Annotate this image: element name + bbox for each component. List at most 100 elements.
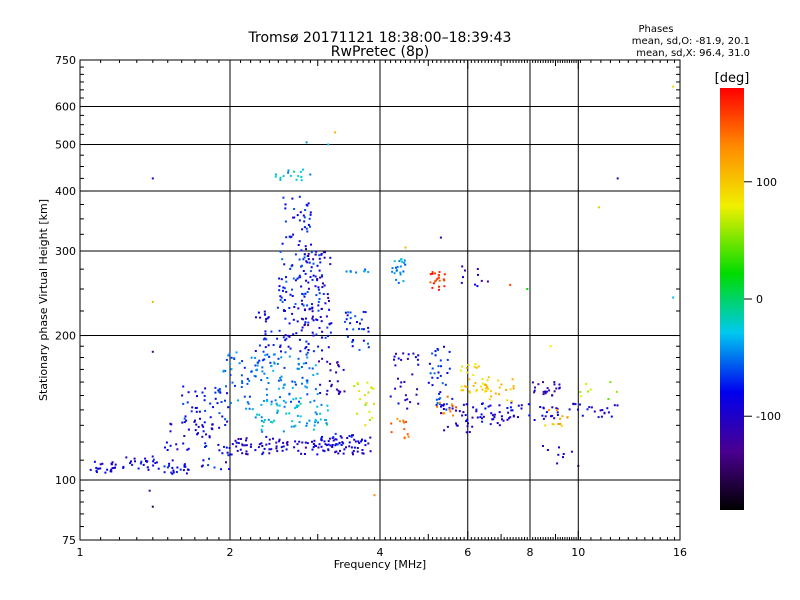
data-point — [400, 358, 403, 361]
data-point — [237, 438, 240, 440]
data-point — [280, 356, 283, 359]
data-point — [352, 434, 354, 437]
data-point — [329, 362, 332, 365]
data-point — [199, 417, 201, 420]
data-point — [318, 257, 321, 260]
data-point — [248, 395, 251, 398]
data-point — [481, 388, 484, 391]
data-point — [99, 467, 102, 470]
data-point — [326, 293, 329, 296]
data-point — [365, 402, 368, 405]
data-point — [251, 408, 254, 411]
data-point — [348, 435, 351, 437]
data-point — [509, 388, 512, 391]
data-point — [142, 463, 145, 466]
data-point — [255, 316, 257, 319]
data-point — [556, 414, 559, 416]
data-point — [263, 358, 266, 361]
data-point — [311, 315, 314, 318]
data-point — [493, 416, 496, 418]
data-point — [227, 454, 230, 457]
data-point — [318, 292, 321, 295]
data-point — [610, 415, 613, 418]
data-point — [270, 330, 273, 333]
data-point — [334, 438, 337, 441]
data-point — [463, 385, 466, 388]
data-point — [270, 448, 273, 451]
data-point — [281, 449, 284, 452]
data-point — [231, 381, 234, 384]
data-point — [331, 444, 334, 446]
data-point — [442, 404, 445, 407]
data-point — [267, 382, 270, 384]
data-point — [241, 382, 244, 384]
data-point — [496, 422, 499, 424]
data-point — [202, 425, 205, 428]
data-point — [307, 258, 310, 261]
data-point — [321, 357, 324, 360]
y-tick-label: 750 — [55, 54, 76, 67]
data-point — [436, 377, 439, 379]
data-point — [403, 428, 406, 431]
data-point — [278, 438, 281, 441]
data-point — [114, 463, 117, 466]
data-point — [431, 272, 434, 275]
data-point — [197, 425, 200, 428]
data-point — [291, 295, 294, 297]
x-tick-label: 16 — [673, 546, 687, 559]
data-point — [436, 277, 439, 280]
data-point — [443, 412, 446, 415]
data-point — [328, 437, 331, 440]
data-point — [467, 364, 470, 366]
data-point — [475, 408, 478, 411]
data-point — [254, 416, 257, 419]
data-point — [315, 318, 318, 321]
data-point — [399, 271, 402, 274]
data-point — [185, 419, 188, 422]
data-point — [239, 438, 242, 440]
data-point — [268, 438, 271, 441]
data-point — [201, 464, 204, 467]
data-point — [261, 425, 264, 428]
data-point — [229, 453, 232, 456]
data-point — [434, 354, 437, 357]
data-point — [316, 372, 319, 375]
data-point — [335, 450, 338, 453]
data-point — [216, 402, 219, 405]
data-point — [201, 435, 204, 438]
data-point — [245, 452, 248, 455]
data-point — [305, 317, 307, 320]
data-point — [139, 462, 142, 465]
data-point — [597, 206, 600, 209]
data-point — [326, 326, 329, 329]
data-point — [542, 393, 545, 396]
data-point — [561, 415, 564, 418]
data-point — [218, 426, 221, 429]
data-point — [309, 276, 312, 278]
data-point — [292, 170, 295, 173]
data-point — [444, 383, 447, 386]
data-point — [224, 418, 227, 421]
data-point — [307, 342, 310, 345]
data-point — [302, 293, 305, 296]
chart-title: Tromsø 20171121 18:38:00–18:39:43 — [248, 30, 512, 46]
data-point — [298, 400, 300, 403]
data-point — [307, 324, 310, 327]
data-point — [458, 410, 461, 413]
data-point — [214, 391, 217, 394]
data-point — [476, 285, 479, 288]
data-point — [588, 406, 591, 409]
data-point — [367, 342, 369, 345]
data-point — [431, 376, 434, 379]
data-point — [187, 391, 190, 394]
data-point — [297, 449, 300, 452]
data-point — [323, 284, 326, 287]
data-point — [220, 401, 223, 403]
data-point — [285, 280, 288, 283]
data-point — [305, 340, 308, 343]
data-point — [465, 403, 468, 406]
data-point — [325, 315, 328, 318]
data-point — [474, 381, 477, 384]
data-point — [204, 442, 207, 445]
data-point — [672, 85, 675, 88]
